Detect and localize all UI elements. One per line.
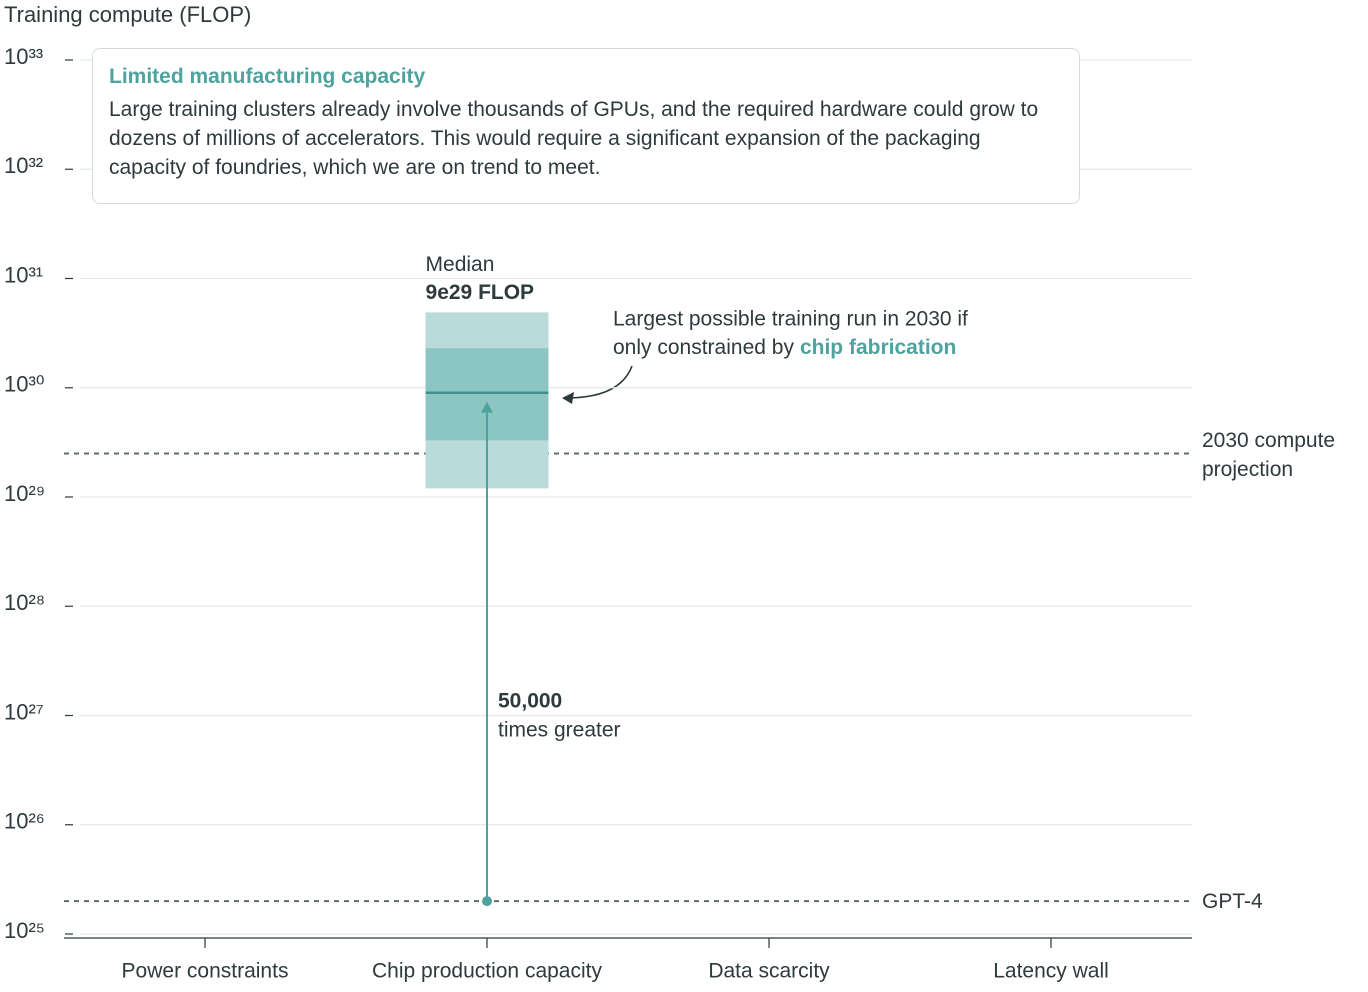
y-tick-label: 10²⁹ xyxy=(4,481,45,506)
y-tick-label: 10³³ xyxy=(4,44,43,69)
reference-label: GPT-4 xyxy=(1202,890,1263,914)
annotation-arrow xyxy=(565,365,633,399)
y-tick-label: 10²⁶ xyxy=(4,809,45,834)
gpt4-dot xyxy=(482,896,492,907)
y-tick-label: 10²⁷ xyxy=(4,699,44,724)
y-tick-label: 10³⁰ xyxy=(4,372,45,397)
multiplier-text: times greater xyxy=(498,719,621,742)
growth-arrowhead xyxy=(481,401,493,413)
annotation-line: only constrained by chip fabrication xyxy=(613,336,956,359)
median-value-label: 9e29 FLOP xyxy=(426,281,535,304)
callout-title: Limited manufacturing capacity xyxy=(109,65,426,88)
y-tick-label: 10³² xyxy=(4,153,43,178)
annotation-text: only constrained by xyxy=(613,336,794,359)
chart-title: Training compute (FLOP) xyxy=(4,2,251,27)
y-tick-label: 10³¹ xyxy=(4,262,43,287)
x-tick-label: Data scarcity xyxy=(708,960,830,983)
median-label: Median xyxy=(426,253,495,276)
reference-label: 2030 compute projection xyxy=(1202,428,1336,481)
annotation-arrowhead xyxy=(562,392,574,404)
x-tick-label: Latency wall xyxy=(993,960,1109,983)
callout: Limited manufacturing capacity Large tra… xyxy=(92,48,1080,204)
x-tick-label: Chip production capacity xyxy=(372,960,602,983)
annotation-highlight: chip fabrication xyxy=(800,336,956,359)
multiplier-label: 50,000 xyxy=(498,690,562,713)
x-tick-label: Power constraints xyxy=(122,960,289,983)
y-tick-label: 10²⁵ xyxy=(4,918,45,943)
y-tick-label: 10²⁸ xyxy=(4,590,45,615)
annotation-line: Largest possible training run in 2030 if xyxy=(613,308,968,331)
callout-text: Large training clusters already involve … xyxy=(109,98,1039,179)
